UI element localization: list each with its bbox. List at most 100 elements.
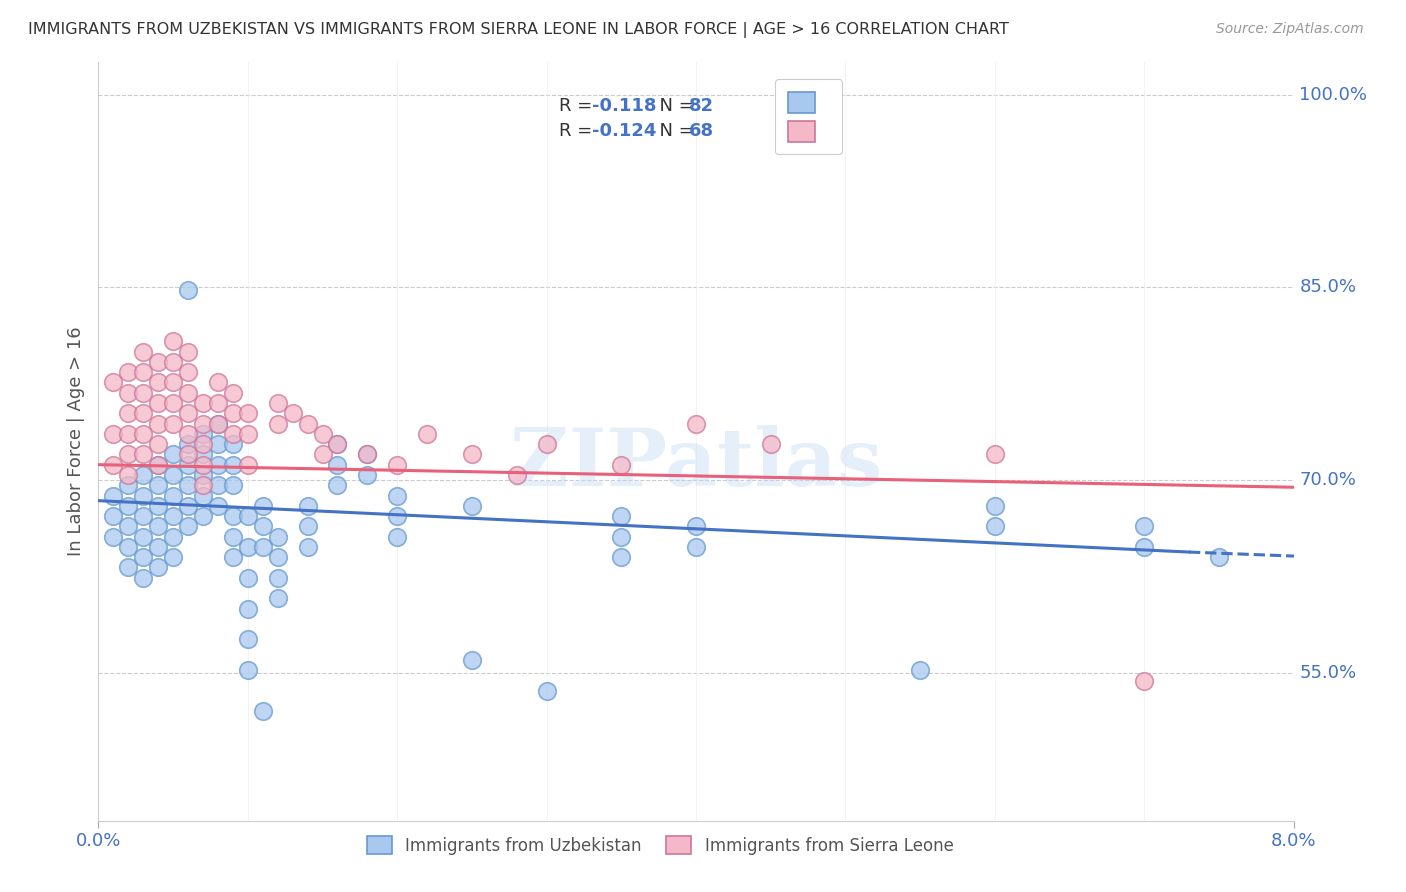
Point	[191, 417, 214, 431]
Point	[267, 417, 290, 431]
Point	[281, 406, 304, 420]
Point	[132, 447, 155, 461]
Point	[148, 560, 170, 574]
Point	[148, 355, 170, 369]
Point	[222, 478, 245, 492]
Point	[132, 406, 155, 420]
Point	[267, 571, 290, 585]
Point	[685, 540, 707, 554]
Point	[326, 478, 349, 492]
Text: N =: N =	[648, 121, 700, 140]
Point	[148, 417, 170, 431]
Point	[236, 632, 259, 647]
Point	[162, 530, 184, 544]
Point	[385, 458, 409, 472]
Text: IMMIGRANTS FROM UZBEKISTAN VS IMMIGRANTS FROM SIERRA LEONE IN LABOR FORCE | AGE : IMMIGRANTS FROM UZBEKISTAN VS IMMIGRANTS…	[28, 22, 1010, 38]
Point	[177, 437, 200, 451]
Point	[162, 467, 184, 482]
Point	[148, 437, 170, 451]
Point	[177, 344, 200, 359]
Point	[356, 467, 378, 482]
Point	[103, 530, 125, 544]
Point	[191, 467, 214, 482]
Point	[177, 406, 200, 420]
Point	[222, 458, 245, 472]
Point	[117, 478, 139, 492]
Point	[984, 499, 1007, 513]
Point	[162, 489, 184, 503]
Point	[148, 376, 170, 390]
Point	[222, 406, 245, 420]
Point	[908, 663, 931, 677]
Point	[236, 601, 259, 615]
Point	[222, 385, 245, 400]
Point	[610, 550, 633, 565]
Point	[191, 437, 214, 451]
Point	[236, 663, 259, 677]
Point	[297, 499, 319, 513]
Point	[610, 530, 633, 544]
Point	[536, 683, 558, 698]
Point	[326, 437, 349, 451]
Point	[610, 509, 633, 524]
Point	[536, 437, 558, 451]
Text: Source: ZipAtlas.com: Source: ZipAtlas.com	[1216, 22, 1364, 37]
Point	[984, 447, 1007, 461]
Point	[177, 499, 200, 513]
Text: -0.124: -0.124	[592, 121, 657, 140]
Point	[191, 396, 214, 410]
Point	[177, 458, 200, 472]
Point	[207, 417, 229, 431]
Point	[162, 355, 184, 369]
Point	[236, 571, 259, 585]
Point	[117, 385, 139, 400]
Point	[191, 509, 214, 524]
Point	[236, 509, 259, 524]
Text: N =: N =	[648, 97, 700, 115]
Point	[132, 550, 155, 565]
Point	[759, 437, 782, 451]
Text: ZIPatlas: ZIPatlas	[510, 425, 882, 503]
Point	[132, 365, 155, 379]
Point	[506, 467, 529, 482]
Point	[162, 417, 184, 431]
Point	[222, 550, 245, 565]
Point	[148, 519, 170, 533]
Point	[252, 705, 274, 719]
Point	[132, 530, 155, 544]
Point	[416, 426, 439, 441]
Point	[236, 540, 259, 554]
Point	[207, 458, 229, 472]
Point	[117, 406, 139, 420]
Point	[191, 478, 214, 492]
Point	[148, 458, 170, 472]
Point	[222, 426, 245, 441]
Point	[162, 509, 184, 524]
Point	[1133, 540, 1156, 554]
Point	[103, 489, 125, 503]
Point	[117, 540, 139, 554]
Point	[356, 447, 378, 461]
Point	[132, 467, 155, 482]
Point	[148, 396, 170, 410]
Point	[103, 426, 125, 441]
Point	[177, 519, 200, 533]
Point	[117, 365, 139, 379]
Point	[177, 365, 200, 379]
Point	[297, 519, 319, 533]
Point	[326, 437, 349, 451]
Point	[162, 376, 184, 390]
Text: R =: R =	[558, 121, 598, 140]
Point	[103, 458, 125, 472]
Point	[117, 499, 139, 513]
Point	[207, 376, 229, 390]
Point	[297, 540, 319, 554]
Point	[207, 417, 229, 431]
Point	[191, 489, 214, 503]
Point	[461, 499, 484, 513]
Point	[191, 458, 214, 472]
Point	[267, 550, 290, 565]
Point	[117, 519, 139, 533]
Point	[117, 447, 139, 461]
Point	[148, 540, 170, 554]
